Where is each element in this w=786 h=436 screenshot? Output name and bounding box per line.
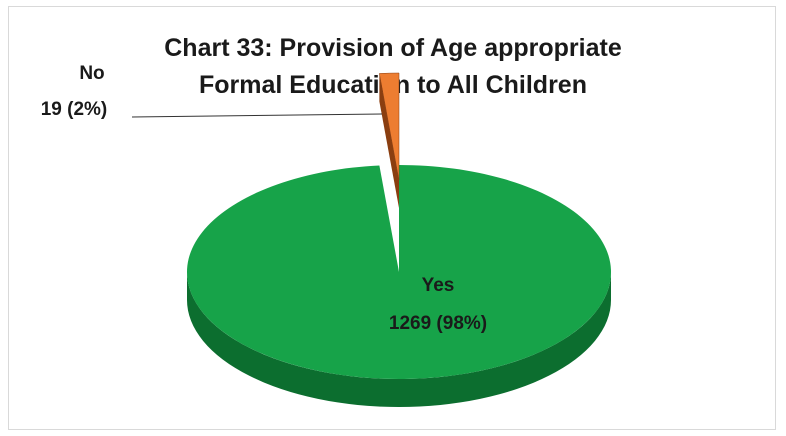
data-label-no-name: No bbox=[79, 63, 105, 84]
leader-line-no bbox=[131, 113, 383, 118]
slice-yes-side bbox=[187, 272, 611, 407]
data-label-yes-name: Yes bbox=[421, 275, 455, 296]
data-label-no-value: 19 (2%) bbox=[40, 99, 108, 120]
data-label-yes-value: 1269 (98%) bbox=[388, 313, 488, 334]
slice-no-side bbox=[379, 73, 399, 208]
chart-frame bbox=[8, 6, 776, 430]
chart-title-line-1: Chart 33: Provision of Age appropriate bbox=[164, 34, 622, 62]
slice-yes bbox=[186, 165, 611, 379]
slice-no bbox=[379, 72, 400, 181]
